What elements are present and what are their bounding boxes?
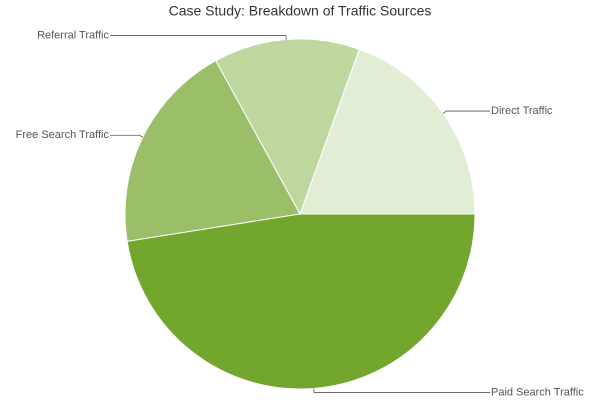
leader-line — [442, 110, 490, 114]
pie-slice — [124, 59, 301, 242]
slice-label: Referral Traffic — [37, 29, 109, 41]
leader-line — [313, 388, 490, 393]
leader-line — [110, 134, 144, 138]
slice-label: Paid Search Traffic — [491, 386, 584, 398]
chart-title: Case Study: Breakdown of Traffic Sources — [169, 3, 432, 19]
slice-label: Direct Traffic — [491, 105, 553, 117]
leader-line — [110, 35, 287, 40]
pie-slice — [299, 48, 476, 215]
slice-label: Free Search Traffic — [16, 129, 110, 141]
pie-slice — [126, 213, 476, 390]
